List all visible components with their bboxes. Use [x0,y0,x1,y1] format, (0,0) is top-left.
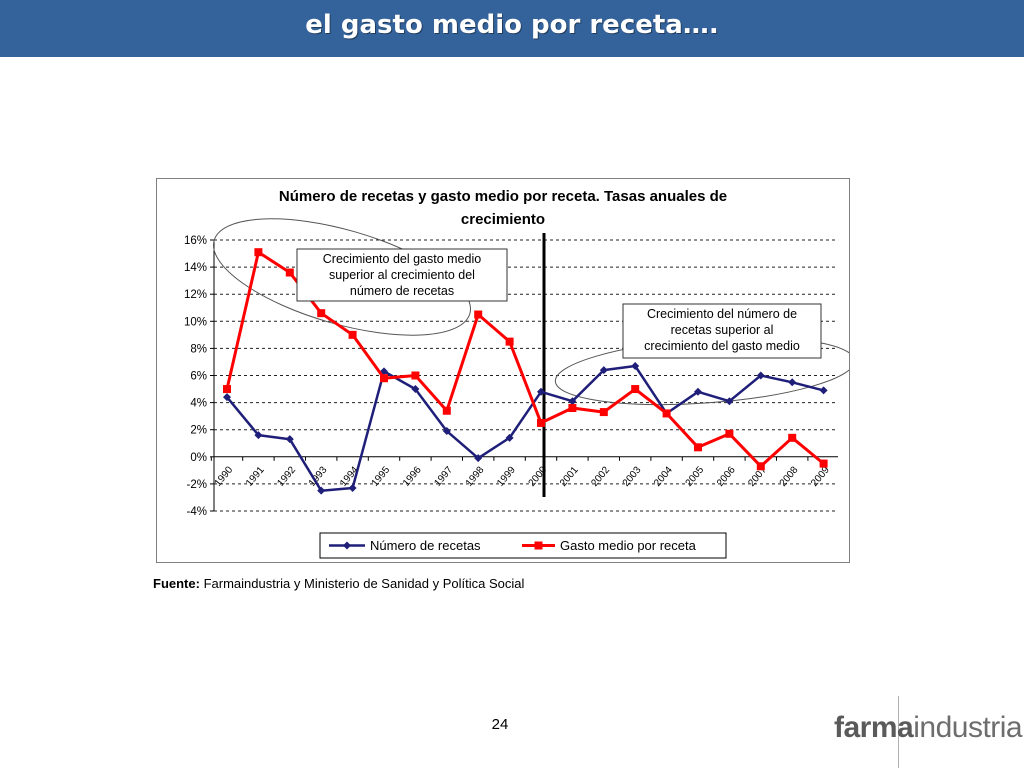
y-tick-label: -2% [187,479,207,491]
logo-bold-text: farma [834,711,914,744]
data-point-recetas [505,433,514,442]
data-point-gasto [599,408,608,417]
annotation-right-box [622,303,822,359]
data-point-recetas [317,486,326,495]
data-point-recetas [819,386,828,395]
data-point-gasto [819,459,828,468]
data-point-recetas [474,454,483,463]
data-point-gasto [505,337,514,346]
x-tick-label: 1996 [401,464,424,488]
x-tick-label: 1992 [275,464,298,488]
y-tick-label: 10% [184,316,207,328]
series-line-recetas [226,364,824,492]
data-point-gasto [254,248,263,257]
data-point-recetas [411,385,420,394]
source-label: Fuente: [153,576,200,591]
y-tick-label: 8% [190,343,207,355]
data-point-gasto [756,462,765,471]
x-tick-label: 1995 [370,464,393,488]
data-point-gasto [380,374,388,383]
slide-title: el gasto medio por receta…. [305,10,719,40]
x-tick-label: 2000 [527,464,550,488]
y-tick-label: 6% [190,371,207,383]
data-point-gasto [788,433,797,442]
legend-label-recetas: Número de recetas [370,538,481,553]
data-point-recetas [756,371,765,380]
y-tick-label: 12% [184,289,207,301]
x-tick-label: 2004 [652,464,675,488]
data-point-recetas [442,427,451,436]
x-tick-label: 2006 [715,464,738,488]
x-tick-label: 2001 [558,464,581,488]
data-point-gasto [631,385,640,394]
x-tick-label: 1997 [432,464,455,488]
data-point-recetas [788,378,797,387]
page-number: 24 [491,716,509,733]
data-point-gasto [694,443,702,452]
x-tick-label: 1998 [464,464,487,488]
annotation-right-text: crecimiento del gasto medio [644,339,800,353]
y-tick-label: 0% [190,452,207,464]
data-point-recetas [568,397,577,406]
data-point-recetas [725,397,734,406]
farmaindustria-logo: farmaindustria [834,711,1023,745]
data-point-recetas [285,435,294,444]
y-tick-label: 14% [184,262,207,274]
data-point-gasto [285,268,294,277]
x-tick-label: 2002 [589,464,612,488]
data-point-gasto [223,385,231,394]
legend-marker-recetas [343,541,351,550]
chart-frame: Número de recetas y gasto medio por rece… [156,178,850,563]
source-text: Farmaindustria y Ministerio de Sanidad y… [203,576,525,591]
data-point-recetas [348,483,357,492]
legend-label-gasto: Gasto medio por receta [560,538,697,553]
chart-title-line1: Número de recetas y gasto medio por rece… [279,188,727,205]
y-tick-label: 4% [190,398,207,410]
data-point-gasto [474,310,483,319]
data-point-gasto [348,330,357,339]
annotation-right-text: recetas superior al [671,323,774,337]
annotation-left-box [296,248,508,302]
data-point-recetas [694,387,702,396]
chart-title-line2: crecimiento [461,211,545,228]
line-chart: Número de recetas y gasto medio por rece… [184,188,849,559]
data-point-recetas [254,431,263,440]
y-tick-label: 16% [184,235,207,247]
logo-divider [898,696,899,768]
legend-marker-gasto [534,541,543,550]
data-point-recetas [599,366,608,375]
logo-light-text: industria [913,711,1023,744]
source-note: Fuente: Farmaindustria y Ministerio de S… [153,576,524,591]
data-point-gasto [411,371,420,380]
annotation-left-text: superior al crecimiento del [329,268,475,282]
x-tick-label: 2003 [621,464,644,488]
data-point-gasto [442,406,451,415]
data-point-gasto [725,429,734,438]
y-tick-label: 2% [190,425,207,437]
data-point-recetas [223,393,231,402]
annotation-left-text: número de recetas [350,284,454,298]
annotation-ellipse-left [212,218,472,336]
data-point-gasto [568,404,577,413]
x-tick-label: 1991 [244,464,267,488]
series-line-gasto [225,250,825,468]
data-point-gasto [662,409,671,418]
annotation-right-text: Crecimiento del número de [647,307,797,321]
data-point-gasto [317,309,326,318]
y-tick-label: -4% [187,506,207,518]
x-tick-label: 1990 [213,464,236,488]
x-tick-label: 2009 [809,464,832,488]
title-bar: el gasto medio por receta…. [0,0,1024,57]
data-point-gasto [537,418,545,427]
x-tick-label: 2005 [684,464,707,488]
annotation-left-text: Crecimiento del gasto medio [323,252,481,266]
x-tick-label: 1999 [495,464,518,488]
data-point-recetas [631,362,640,371]
x-tick-label: 2008 [778,464,801,488]
data-point-recetas [537,387,545,396]
